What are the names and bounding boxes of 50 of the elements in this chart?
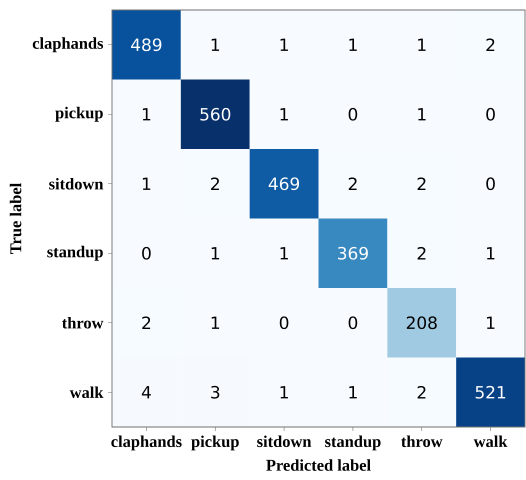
data-label: 1 <box>212 316 220 329</box>
data-label: 560 <box>200 108 230 121</box>
x-tick-label: pickup <box>191 436 239 450</box>
y-tick-label: pickup <box>55 106 103 122</box>
data-label: 1 <box>487 316 494 329</box>
data-label: 469 <box>268 177 300 190</box>
data-label: 0 <box>348 316 358 330</box>
y-axis-title: True label <box>10 183 22 254</box>
y-tick-label: walk <box>70 386 104 398</box>
data-label: 1 <box>418 38 426 51</box>
x-tick-label: walk <box>474 436 508 448</box>
data-label: 1 <box>212 247 220 260</box>
data-label: 0 <box>486 177 495 190</box>
data-label: 521 <box>476 386 506 399</box>
data-label: 1 <box>280 108 288 120</box>
data-label: 2 <box>418 246 426 260</box>
x-tick-label: standup <box>325 436 381 450</box>
data-label: 0 <box>348 108 358 121</box>
data-label: 2 <box>142 316 150 330</box>
data-label: 1 <box>349 386 357 398</box>
data-label: 0 <box>486 108 495 121</box>
data-label: 2 <box>418 386 426 399</box>
data-label: 0 <box>142 246 151 260</box>
data-label: 1 <box>280 38 288 51</box>
data-label: 0 <box>280 316 288 330</box>
x-tick-label: claphands <box>111 436 182 450</box>
data-label: 2 <box>348 177 357 190</box>
data-label: 4 <box>142 386 151 398</box>
data-label: 1 <box>418 108 426 120</box>
data-label: 208 <box>406 316 437 330</box>
data-label: 3 <box>211 386 220 399</box>
data-label: 2 <box>211 177 219 190</box>
data-label: 1 <box>142 178 150 190</box>
data-label: 1 <box>487 247 494 260</box>
y-tick-label: sitdown <box>49 178 104 190</box>
x-tick-label: throw <box>401 436 443 448</box>
data-label: 369 <box>338 246 368 260</box>
data-label: 489 <box>131 38 162 52</box>
y-tick-label: claphands <box>32 37 104 52</box>
data-label: 2 <box>418 177 426 190</box>
data-label: 1 <box>280 386 288 398</box>
data-label: 1 <box>142 108 150 120</box>
x-tick-label: sitdown <box>257 436 312 448</box>
y-tick-label: throw <box>62 316 104 329</box>
data-label: 2 <box>486 38 494 52</box>
data-label: 1 <box>212 38 220 51</box>
data-label: 1 <box>349 38 357 51</box>
y-tick-label: standup <box>47 246 103 261</box>
data-label: 1 <box>280 247 288 260</box>
x-axis-title: Predicted label <box>266 459 371 471</box>
